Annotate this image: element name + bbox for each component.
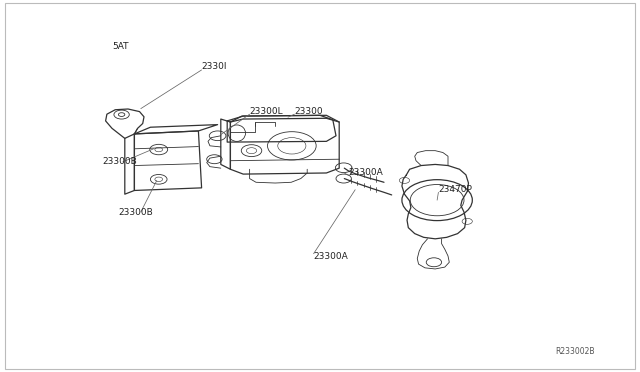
Text: 5AT: 5AT [112,42,129,51]
Text: 23300A: 23300A [314,252,348,261]
Text: 23300B: 23300B [118,208,153,217]
Text: 23300B: 23300B [102,157,137,166]
Text: 23300A: 23300A [349,169,383,177]
Text: 2330l: 2330l [202,62,227,71]
Text: R233002B: R233002B [556,347,595,356]
Text: 23300L: 23300L [250,107,284,116]
Text: 23300: 23300 [294,107,323,116]
Text: 23470P: 23470P [438,185,472,194]
